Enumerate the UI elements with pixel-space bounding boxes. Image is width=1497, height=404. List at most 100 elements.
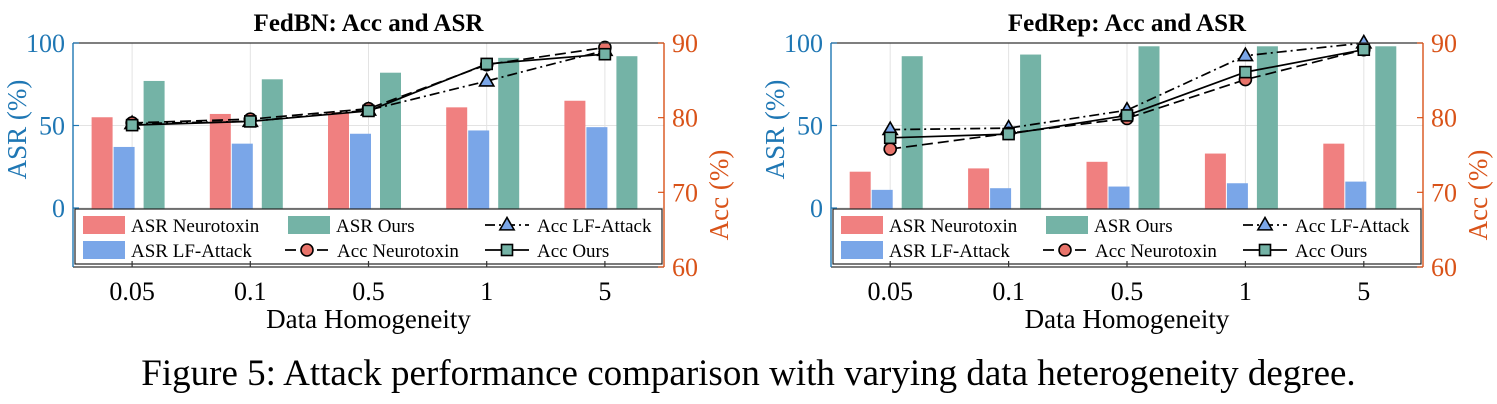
bar-asr-neurotoxin	[209, 113, 231, 209]
legend-box	[74, 208, 663, 265]
bar-asr-neurotoxin	[1086, 161, 1108, 209]
legend-acc-neurotoxin-label: Acc Neurotoxin	[337, 241, 459, 262]
bar-asr-neurotoxin	[1204, 153, 1226, 209]
legend-acc-lf-attack-marker	[498, 215, 516, 231]
right-tick-label: 60	[1431, 253, 1457, 282]
point-acc-lf-attack	[1236, 46, 1254, 62]
legend-acc-lf-attack-label: Acc LF-Attack	[1295, 216, 1410, 237]
legend-asr-lf-attack-label: ASR LF-Attack	[889, 241, 1010, 262]
left-tick-label: 50	[797, 112, 823, 141]
bar-asr-neurotoxin	[968, 168, 990, 209]
line-acc-neurotoxin	[890, 48, 1365, 150]
y-axis-label-left: ASR (%)	[760, 80, 790, 180]
chart-title: FedBN: Acc and ASR	[254, 10, 485, 37]
right-tick-label: 70	[672, 178, 698, 207]
x-tick-label: 5	[598, 277, 611, 306]
line-acc-lf-attack	[890, 42, 1364, 131]
bar-asr-ours	[143, 80, 165, 209]
bar-asr-neurotoxin	[328, 112, 349, 209]
bar-asr-lf-attack	[231, 143, 253, 209]
bar-asr-ours	[1138, 46, 1160, 209]
left-tick-label: 100	[26, 29, 65, 58]
x-tick-label: 0.1	[234, 277, 267, 306]
x-axis-label: Data Homogeneity	[1025, 304, 1230, 334]
bar-asr-lf-attack	[1345, 181, 1367, 209]
bar-asr-ours	[1256, 46, 1278, 209]
legend-asr-lf-attack-label: ASR LF-Attack	[131, 241, 252, 262]
x-tick-label: 0.1	[992, 277, 1025, 306]
point-acc-ours	[598, 47, 612, 61]
point-acc-ours	[1357, 43, 1371, 57]
left-tick-label: 0	[52, 194, 65, 223]
bar-asr-lf-attack	[871, 189, 893, 209]
point-acc-ours	[1002, 127, 1015, 141]
legend-asr-lf-attack-swatch	[841, 241, 883, 259]
right-tick-label: 80	[672, 104, 698, 133]
legend-acc-ours-label: Acc Ours	[537, 241, 609, 262]
x-tick-label: 0.5	[352, 277, 385, 306]
x-tick-label: 0.05	[109, 277, 155, 306]
bar-asr-ours	[261, 79, 283, 209]
bar-asr-lf-attack	[586, 127, 608, 209]
point-acc-ours	[362, 104, 375, 118]
left-tick-label: 100	[784, 29, 823, 58]
legend-acc-lf-attack-marker	[1256, 215, 1274, 231]
bar-asr-ours	[616, 56, 638, 210]
right-tick-label: 90	[672, 29, 698, 58]
right-tick-label: 60	[672, 253, 698, 282]
bar-asr-neurotoxin	[849, 171, 871, 209]
bar-asr-ours	[380, 72, 401, 209]
legend-acc-lf-attack-label: Acc LF-Attack	[537, 216, 652, 237]
x-tick-label: 1	[1239, 277, 1252, 306]
legend-asr-neurotoxin-label: ASR Neurotoxin	[131, 216, 260, 237]
left-tick-label: 0	[810, 194, 823, 223]
legend-asr-ours-label: ASR Ours	[336, 216, 415, 237]
fedrep-chart-panel: ASR Neurotoxin ASR Ours Acc LF-Attack ASR L…	[760, 10, 1493, 334]
bar-asr-ours	[498, 57, 520, 209]
x-tick-label: 1	[480, 277, 493, 306]
point-acc-ours	[1120, 109, 1134, 122]
x-tick-label: 0.05	[867, 277, 913, 306]
legend-acc-neurotoxin-label: Acc Neurotoxin	[1095, 241, 1217, 262]
figure-caption: Figure 5: Attack performance comparison …	[141, 353, 1356, 394]
legend-asr-ours-swatch	[1046, 216, 1088, 234]
legend-acc-neurotoxin-marker	[1058, 243, 1072, 257]
point-acc-ours	[883, 131, 897, 145]
legend-asr-ours-label: ASR Ours	[1094, 216, 1173, 237]
legend-asr-lf-attack-swatch	[83, 241, 125, 259]
bar-asr-lf-attack	[113, 146, 135, 209]
bar-asr-neurotoxin	[91, 117, 113, 209]
fedbn-chart-panel: ASR Neurotoxin ASR Ours Acc LF-Attack ASR L…	[2, 10, 734, 334]
bar-asr-ours	[1020, 54, 1042, 209]
legend-acc-neurotoxin-marker	[300, 243, 314, 257]
legend-acc-ours-label: Acc Ours	[1295, 241, 1367, 262]
point-acc-ours	[480, 57, 494, 71]
bar-asr-lf-attack	[1108, 186, 1130, 209]
point-acc-lf-attack	[478, 71, 496, 87]
bar-asr-ours	[901, 56, 923, 210]
point-acc-neurotoxin	[883, 142, 898, 156]
point-acc-ours	[244, 115, 257, 128]
bar-asr-lf-attack	[350, 133, 371, 209]
legend-asr-neurotoxin-swatch	[83, 216, 125, 234]
x-tick-label: 0.5	[1111, 277, 1144, 306]
bar-asr-neurotoxin	[446, 107, 468, 209]
y-axis-label-right: Acc (%)	[1463, 150, 1493, 241]
bar-asr-lf-attack	[990, 188, 1012, 209]
bar-asr-lf-attack	[468, 130, 490, 209]
right-tick-label: 90	[1431, 29, 1457, 58]
point-acc-ours	[1239, 65, 1252, 79]
bar-asr-neurotoxin	[564, 100, 586, 209]
legend-acc-ours-marker	[500, 243, 514, 257]
left-tick-label: 50	[39, 112, 65, 141]
legend-acc-ours-marker	[1258, 243, 1272, 257]
right-tick-label: 80	[1431, 104, 1457, 133]
legend-asr-neurotoxin-swatch	[841, 216, 883, 234]
chart-title: FedRep: Acc and ASR	[1008, 10, 1247, 37]
bar-asr-neurotoxin	[1323, 143, 1345, 209]
x-axis-label: Data Homogeneity	[266, 304, 471, 334]
bar-asr-lf-attack	[1226, 183, 1248, 209]
legend-asr-ours-swatch	[288, 216, 330, 234]
x-tick-label: 5	[1357, 277, 1370, 306]
